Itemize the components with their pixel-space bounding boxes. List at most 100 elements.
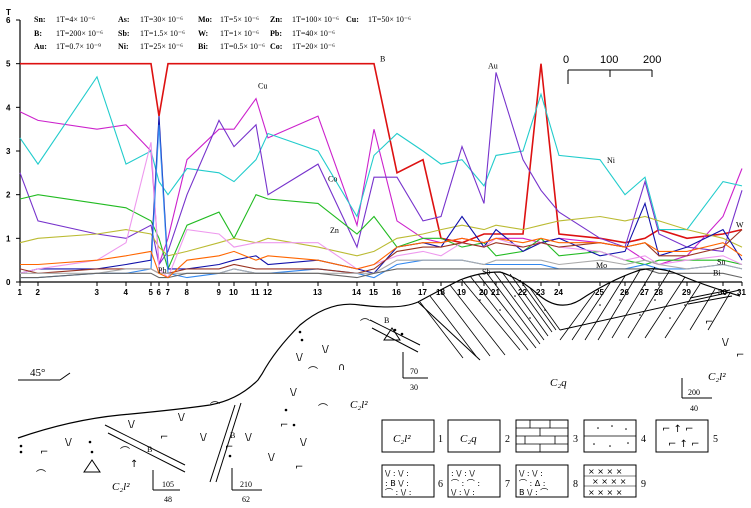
svg-text:Bi:: Bi: xyxy=(198,42,208,51)
svg-text:\/: \/ xyxy=(200,432,207,443)
legend-box-8 xyxy=(515,464,569,498)
x-tick-label: 7 xyxy=(166,288,171,297)
svg-text:⌐: ⌐ xyxy=(160,432,168,443)
y-ticks: 0 1 2 3 4 5 6 xyxy=(6,16,20,287)
y-tick-label: 3 xyxy=(6,147,11,156)
unit-legend-entry: Cu: 1T=50× 10⁻⁶ xyxy=(346,15,411,24)
scale-bar-label-100: 100 xyxy=(600,54,618,66)
x-tick-label: 5 xyxy=(149,288,154,297)
svg-text:W:: W: xyxy=(198,29,208,38)
svg-text:\/ : \/ :: \/ : \/ : xyxy=(451,488,475,497)
x-tick-label: 30 xyxy=(718,288,727,297)
b-marker: B xyxy=(147,445,152,454)
svg-text:⌒: ⌒ xyxy=(360,318,370,330)
svg-text:Mo:: Mo: xyxy=(198,15,212,24)
series-label-w: W xyxy=(736,221,744,230)
series-label-au: Au xyxy=(488,61,498,70)
series-line-as xyxy=(20,237,743,279)
unit-legend-entry: Sb: 1T=1.5× 10⁻⁶ xyxy=(118,29,185,38)
unit-legend-entry: As: 1T=30× 10⁻⁶ xyxy=(118,15,183,24)
ore-dots xyxy=(19,328,404,458)
x-tick-label: 29 xyxy=(682,288,691,297)
svg-text:6: 6 xyxy=(438,479,443,490)
series-label-pb: Pb xyxy=(158,266,166,275)
svg-text:7: 7 xyxy=(505,479,510,490)
svg-text:Pb:: Pb: xyxy=(270,29,282,38)
svg-text:∩: ∩ xyxy=(338,362,345,373)
svg-text:\/: \/ xyxy=(722,337,729,348)
legend-box-7 xyxy=(447,464,501,498)
x-tick-label: 25 xyxy=(595,288,604,297)
svg-text:\/ : \/ :: \/ : \/ : xyxy=(385,469,409,478)
y-tick-label: 6 xyxy=(6,16,11,25)
svg-text:1T=40× 10⁻⁶: 1T=40× 10⁻⁶ xyxy=(292,29,335,38)
svg-text:4: 4 xyxy=(641,434,646,445)
svg-text:\/ : \/ :: \/ : \/ : xyxy=(519,469,543,478)
y-tick-label: 2 xyxy=(6,191,11,200)
attitude-70-30: 70 30 xyxy=(402,352,428,392)
svg-text:40: 40 xyxy=(690,404,698,413)
x-tick-label: 31 xyxy=(737,288,746,297)
y-axis-label: T xyxy=(6,8,11,17)
x-tick-label: 1 xyxy=(18,288,23,297)
svg-text:2: 2 xyxy=(505,434,510,445)
series-label-mo: Mo xyxy=(596,261,607,270)
svg-text:⌐: ⌐ xyxy=(40,447,48,458)
svg-text:1T=25× 10⁻⁶: 1T=25× 10⁻⁶ xyxy=(140,42,183,51)
x-tick-label: 9 xyxy=(217,288,222,297)
y-tick-label: 1 xyxy=(6,234,11,243)
svg-text:⌐: ⌐ xyxy=(705,317,713,328)
series-line-b xyxy=(20,62,743,244)
x-tick-label: 27 xyxy=(640,288,649,297)
unit-label-c2l2: C₂l² xyxy=(350,399,368,411)
series-label-ni: Ni xyxy=(607,156,616,165)
svg-text:As:: As: xyxy=(118,15,130,24)
x-tick-label: 23 xyxy=(536,288,545,297)
legend-box-5 xyxy=(655,419,709,453)
formation-boundaries xyxy=(104,289,741,483)
x-tick-label: 4 xyxy=(124,288,129,297)
svg-text:Ni:: Ni: xyxy=(118,42,129,51)
x-tick-label: 20 xyxy=(479,288,488,297)
svg-text:⌒: ⌒ xyxy=(120,446,130,458)
svg-text:1T=5× 10⁻⁶: 1T=5× 10⁻⁶ xyxy=(220,15,259,24)
b-marker: B xyxy=(384,316,389,325)
y-tick-label: 0 xyxy=(6,278,11,287)
b-marker: B xyxy=(230,431,235,440)
svg-text:B:: B: xyxy=(34,29,42,38)
svg-text:1T=0.7× 10⁻⁹: 1T=0.7× 10⁻⁹ xyxy=(56,42,101,51)
series-line-zn xyxy=(19,215,743,257)
svg-text:⌒ : Δ :: ⌒ : Δ : xyxy=(519,479,546,488)
svg-text:1T=50× 10⁻⁶: 1T=50× 10⁻⁶ xyxy=(368,15,411,24)
x-tick-label: 6 xyxy=(157,288,162,297)
series-line-pb xyxy=(19,142,743,279)
svg-text:⌒: ⌒ xyxy=(318,403,328,415)
svg-text:5: 5 xyxy=(713,434,718,445)
svg-text:\/: \/ xyxy=(65,437,72,448)
x-tick-label: 11 xyxy=(251,288,260,297)
x-tick-label: 18 xyxy=(436,288,445,297)
x-tick-label: 21 xyxy=(491,288,500,297)
series-label-sn: Sn xyxy=(717,258,725,267)
scale-bar: 0 100 200 xyxy=(563,54,661,84)
svg-text:9: 9 xyxy=(641,479,646,490)
units-legend: Sn: 1T=4× 10⁻⁶ As: 1T=30× 10⁻⁶ Mo: 1T=5× 10⁻⁶… xyxy=(34,15,411,51)
svg-text:1T=30× 10⁻⁶: 1T=30× 10⁻⁶ xyxy=(140,15,183,24)
x-ticks: 1 2 3 4 5 6 7 8 9 10 11 12 13 14 15 16 17 18 19 20 21 22 23 24 2… xyxy=(18,282,746,297)
unit-legend-entry: Zn: 1T=100× 10⁻⁶ xyxy=(270,15,339,24)
unit-label-c2q: C₂q xyxy=(550,377,567,389)
svg-text:\/: \/ xyxy=(290,387,297,398)
series-line-cu xyxy=(19,97,743,266)
svg-text:210: 210 xyxy=(240,480,252,489)
sandstone-dots xyxy=(479,295,686,319)
svg-text:3: 3 xyxy=(573,434,578,445)
svg-text:⌐ ↑ ⌐: ⌐ ↑ ⌐ xyxy=(668,439,700,450)
svg-text:: \/ : \/: : \/ : \/ xyxy=(451,469,475,478)
dip-indicator: 45° xyxy=(18,367,71,381)
x-tick-label: 26 xyxy=(620,288,629,297)
attitude-200-40: 200 40 xyxy=(681,378,712,413)
unit-legend-entry: Mo: 1T=5× 10⁻⁶ xyxy=(198,15,259,24)
